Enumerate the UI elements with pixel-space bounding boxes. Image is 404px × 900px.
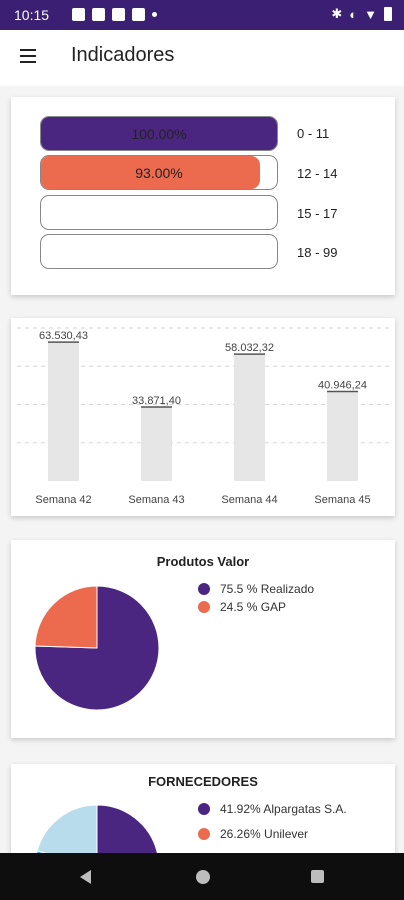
bar-value-label: 33.871,40 <box>132 395 181 407</box>
fornecedores-pie <box>34 804 160 864</box>
produtos-valor-pie <box>34 585 160 711</box>
category-label: Semana 45 <box>314 494 370 506</box>
legend-dot <box>198 601 210 613</box>
system-nav-bar <box>0 853 404 900</box>
legend-label: 26.26% Unilever <box>220 827 309 841</box>
wifi-icon: ▼ <box>364 6 377 22</box>
legend-label: 41.92% Alpargatas S.A. <box>220 802 347 816</box>
ranges-card: 100.00% 0 - 11 93.00% 12 - 14 15 - 17 18… <box>11 97 395 295</box>
range-label: 0 - 11 <box>297 126 330 141</box>
data-saver-icon: ◐ <box>349 6 358 22</box>
range-fill <box>41 117 277 150</box>
bar-value-label: 58.032,32 <box>225 342 274 354</box>
produtos-valor-card: Produtos Valor 75.5 % Realizado 24.5 % G… <box>11 540 395 738</box>
pie-title: FORNECEDORES <box>148 774 258 789</box>
gallery-icon <box>72 8 85 21</box>
category-label: Semana 44 <box>221 494 277 506</box>
pie-slice <box>96 804 160 864</box>
legend-item: 41.92% Alpargatas S.A. <box>198 802 347 816</box>
bar <box>327 391 358 481</box>
legend-item: 75.5 % Realizado <box>198 582 314 596</box>
status-time: 10:15 <box>14 7 50 23</box>
square-icon <box>132 8 145 21</box>
youtube-icon <box>92 8 105 21</box>
range-bar-18-99 <box>40 234 278 269</box>
range-label: 12 - 14 <box>297 166 338 181</box>
bar-value-label: 63.530,43 <box>39 330 88 342</box>
bar <box>141 406 172 481</box>
legend-dot <box>198 828 210 840</box>
back-icon[interactable] <box>80 870 91 884</box>
weekly-bar-chart-card: 63.530,43 Semana 42 33.871,40 Semana 43 58.0… <box>11 318 395 516</box>
square-icon <box>112 8 125 21</box>
fornecedores-card: FORNECEDORES 41.92% Alpargatas S.A. 26.2… <box>11 764 395 864</box>
range-label: 18 - 99 <box>297 245 338 260</box>
range-label: 15 - 17 <box>297 206 338 221</box>
category-label: Semana 43 <box>128 494 184 506</box>
legend-label: 24.5 % GAP <box>220 600 287 614</box>
legend-dot <box>198 803 210 815</box>
range-bar-12-14: 93.00% <box>40 155 278 190</box>
app-bar: Indicadores <box>0 30 404 86</box>
legend-item: 24.5 % GAP <box>198 600 286 614</box>
menu-icon[interactable] <box>20 49 36 63</box>
pie-slice <box>36 804 98 864</box>
category-label: Semana 42 <box>35 494 91 506</box>
weekly-bar-chart: 63.530,43 Semana 42 33.871,40 Semana 43 58.0… <box>17 327 389 506</box>
legend-item: 26.26% Unilever <box>198 827 308 841</box>
notification-icons <box>72 8 157 21</box>
pie-slice <box>34 585 98 649</box>
bar <box>234 354 265 481</box>
page-title: Indicadores <box>71 44 175 66</box>
home-icon[interactable] <box>196 870 210 884</box>
bluetooth-icon: ✱ <box>331 6 343 21</box>
range-percent: 100.00% <box>131 126 187 142</box>
range-bar-0-11: 100.00% <box>40 116 278 151</box>
status-bar: 10:15 ✱ ◐ ▼ <box>0 0 404 30</box>
legend-dot <box>198 583 210 595</box>
range-fill <box>41 156 261 189</box>
pie-title: Produtos Valor <box>156 554 250 569</box>
battery-icon <box>384 7 392 21</box>
legend-label: 75.5 % Realizado <box>220 582 315 596</box>
system-icons: ✱ ◐ ▼ <box>331 6 392 22</box>
bar-value-label: 40.946,24 <box>318 380 367 392</box>
range-bar-15-17 <box>40 195 278 230</box>
dot-icon <box>152 12 157 17</box>
recents-icon[interactable] <box>311 870 324 883</box>
bar <box>48 342 79 481</box>
range-percent: 93.00% <box>135 165 183 181</box>
